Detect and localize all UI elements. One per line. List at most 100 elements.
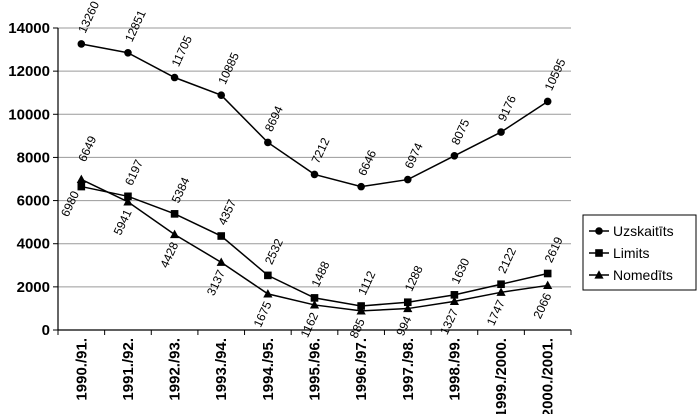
y-tick-label: 8000 (17, 149, 50, 166)
limits-point (357, 302, 365, 310)
limits-data-label: 1288 (402, 263, 426, 293)
nomedits-point (169, 229, 180, 239)
uzskaitits-data-label: 11705 (169, 33, 196, 69)
uzskaitits-point (357, 182, 365, 191)
x-tick-label: 1996./97. (353, 338, 370, 401)
uzskaitits-point (450, 152, 459, 160)
nomedits-data-label: 3137 (204, 267, 228, 297)
nomedits-data-label: 1162 (298, 310, 322, 340)
y-tick-label: 14000 (8, 20, 50, 37)
limits-point (264, 271, 272, 280)
legend-marker-nomedits (594, 270, 604, 279)
limits-point (310, 294, 319, 302)
nomedits-point (496, 287, 506, 296)
uzskaitits-point (543, 97, 552, 106)
nomedits-point (309, 300, 320, 309)
limits-point (217, 232, 226, 240)
uzskaitits-point (217, 91, 226, 99)
x-tick-label: 1991./92. (120, 338, 137, 401)
nomedits-data-label: 6980 (58, 188, 82, 218)
limits-point (170, 210, 179, 218)
y-tick-labels: 0 2000 4000 6000 8000 10000 12000 14000 (8, 20, 50, 339)
nomedits-point (403, 303, 413, 313)
uzskaitits-data-label: 8075 (448, 117, 472, 147)
nomedits-point (449, 296, 460, 305)
uzskaitits-point (310, 170, 319, 179)
limits-point (124, 192, 132, 201)
uzskaitits-point (497, 128, 505, 136)
uzskaitits-data-label: 8694 (262, 103, 286, 133)
limits-point (543, 269, 552, 278)
uzskaitits-point (77, 40, 86, 48)
legend-label-limits: Limits (613, 245, 650, 261)
uzskaitits-data-label: 9176 (495, 93, 519, 123)
nomedits-point (123, 197, 133, 206)
uzskaitits-data-label: 10595 (542, 56, 569, 92)
uzskaitits-data-label: 10885 (215, 50, 242, 86)
limits-data-label: 1488 (309, 259, 333, 289)
nomedits-point (356, 306, 366, 315)
nomedits-point (263, 289, 273, 298)
legend-marker-limits (595, 249, 603, 257)
y-tick-label: 10000 (8, 106, 50, 123)
y-tick-label: 6000 (17, 193, 50, 210)
x-tick-label: 1990./91. (73, 338, 90, 401)
y-tick-label: 12000 (8, 63, 50, 80)
nomedits-point (76, 174, 86, 184)
limits-point (403, 298, 412, 307)
series-line-uzskaitits (81, 43, 549, 188)
limits-data-label: 2532 (262, 236, 286, 266)
x-tick-label: 1995./96. (307, 338, 324, 401)
uzskaitits-data-label: 12851 (122, 8, 149, 44)
uzskaitits-point (170, 73, 179, 82)
nomedits-data-label: 994 (393, 314, 414, 338)
y-tick-label: 0 (42, 322, 50, 339)
uzskaitits-data-label: 7212 (309, 135, 333, 165)
uzskaitits-data-label: 6646 (355, 147, 379, 177)
nomedits-data-label: 1675 (251, 299, 275, 329)
limits-data-label: 4357 (215, 197, 239, 227)
uzskaitits-point (403, 175, 412, 184)
x-tick-label: 1998./99. (446, 338, 463, 401)
limits-point (497, 280, 505, 289)
limits-data-label: 1112 (355, 268, 378, 297)
data-labels: 13260 12851 11705 10885 8694 7212 6646 6974 8075… (58, 0, 569, 340)
x-tick-label: 1994./95. (260, 338, 277, 401)
x-tick-labels: 1990./91. 1991./92. 1992./93. 1993./94. 1994… (73, 338, 556, 414)
x-tick-label: 2000./2001. (540, 338, 557, 414)
uzskaitits-point (264, 138, 272, 147)
axes (53, 27, 572, 335)
legend-marker-uzskaitits (595, 227, 603, 235)
y-tick-label: 4000 (17, 236, 50, 253)
uzskaitits-data-label: 6974 (402, 140, 426, 170)
uzskaitits-point (124, 48, 132, 57)
limits-data-label: 6649 (75, 133, 99, 163)
nomedits-data-label: 885 (347, 316, 368, 340)
legend-label-nomedits: Nomedīts (613, 267, 673, 283)
x-tick-label: 1999./2000. (493, 338, 510, 414)
limits-data-label: 6197 (122, 157, 146, 187)
nomedits-data-label: 5941 (111, 207, 135, 237)
nomedits-point (543, 280, 553, 290)
limits-data-label: 2619 (542, 234, 566, 264)
nomedits-point (216, 257, 226, 266)
limits-data-label: 2122 (495, 245, 519, 275)
limits-data-label: 1630 (448, 256, 472, 286)
limits-point (77, 182, 86, 191)
x-tick-label: 1997./98. (400, 338, 417, 401)
gridlines (58, 27, 571, 288)
series-lines (76, 40, 553, 315)
nomedits-data-label: 1327 (437, 306, 461, 336)
legend: Uzskaitīts Limits Nomedīts (582, 214, 697, 291)
series-line-limits (81, 185, 548, 307)
x-tick-label: 1993./94. (213, 338, 230, 401)
nomedits-data-label: 1747 (484, 297, 508, 327)
legend-label-uzskaitits: Uzskaitīts (613, 223, 674, 239)
limits-point (450, 291, 459, 299)
x-tick-label: 1992./93. (167, 338, 184, 401)
y-tick-label: 2000 (17, 279, 50, 296)
nomedits-data-label: 2066 (530, 290, 554, 320)
series-line-nomedits (80, 178, 548, 312)
uzskaitits-data-label: 13260 (75, 0, 102, 35)
